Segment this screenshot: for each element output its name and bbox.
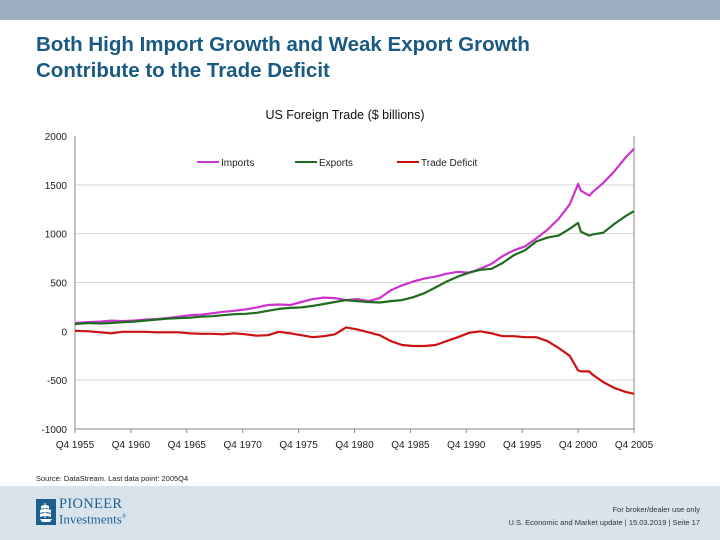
- x-tick-label: Q4 1980: [335, 440, 374, 451]
- legend: Imports Exports Trade Deficit: [197, 158, 478, 169]
- x-tick-label: Q4 1990: [447, 440, 486, 451]
- x-tick-label: Q4 1970: [224, 440, 263, 451]
- y-tick-label: 1000: [45, 230, 68, 241]
- series-line-imports: [74, 147, 635, 325]
- legend-item-trade-deficit: Trade Deficit: [397, 158, 478, 169]
- y-tick-label: 500: [50, 279, 67, 290]
- y-tick-label: -1000: [41, 425, 67, 436]
- x-tick-label: Q4 1955: [56, 440, 95, 451]
- y-tick-label: 0: [61, 327, 67, 338]
- y-tick-label: 1500: [45, 181, 68, 192]
- pioneer-logo: PIONEER Investments®: [36, 496, 127, 527]
- registered-mark: ®: [121, 514, 127, 520]
- slide-title: Both High Import Growth and Weak Export …: [36, 32, 696, 84]
- series-line-exports: [74, 210, 635, 326]
- x-axis-ticks: Q4 1955 Q4 1960 Q4 1965 Q4 1970 Q4 1975 Q4 19…: [56, 429, 654, 451]
- x-tick-label: Q4 2000: [559, 440, 598, 451]
- x-tick-label: Q4 1965: [168, 440, 207, 451]
- logo-line-1: PIONEER: [59, 496, 123, 512]
- logo-line-2: Investments: [59, 511, 122, 527]
- legend-label: Trade Deficit: [421, 158, 478, 169]
- x-tick-label: Q4 1975: [279, 440, 318, 451]
- x-tick-label: Q4 2005: [615, 440, 654, 451]
- source-note: Source: DataStream. Last data point: 200…: [36, 474, 189, 483]
- gridlines: [75, 184, 634, 381]
- slide-title-line-2: Contribute to the Trade Deficit: [36, 59, 330, 82]
- y-axis-ticks: 2000 1500 1000 500 0 -500 -1000: [41, 132, 67, 436]
- chart-title: US Foreign Trade ($ billions): [265, 108, 424, 122]
- series-line-trade-deficit: [74, 326, 635, 395]
- legend-item-imports: Imports: [197, 158, 254, 169]
- footer-info: For broker/dealer use only U.S. Economic…: [508, 503, 700, 529]
- trade-chart: US Foreign Trade ($ billions) 2000 1500 10…: [41, 108, 654, 451]
- presentation-info: U.S. Economic and Market update | 15.03.…: [508, 518, 700, 527]
- ship-icon: [36, 498, 56, 525]
- x-tick-label: Q4 1995: [503, 440, 542, 451]
- legend-label: Exports: [319, 158, 353, 169]
- y-tick-label: -500: [47, 376, 67, 387]
- disclaimer: For broker/dealer use only: [612, 505, 700, 514]
- slide-title-line-1: Both High Import Growth and Weak Export …: [36, 33, 530, 56]
- legend-item-exports: Exports: [295, 158, 353, 169]
- footer: [0, 486, 720, 540]
- legend-label: Imports: [221, 158, 254, 169]
- x-tick-label: Q4 1960: [112, 440, 151, 451]
- top-bar: [0, 0, 720, 20]
- x-tick-label: Q4 1985: [391, 440, 430, 451]
- series-lines: [74, 147, 635, 395]
- y-tick-label: 2000: [45, 132, 68, 143]
